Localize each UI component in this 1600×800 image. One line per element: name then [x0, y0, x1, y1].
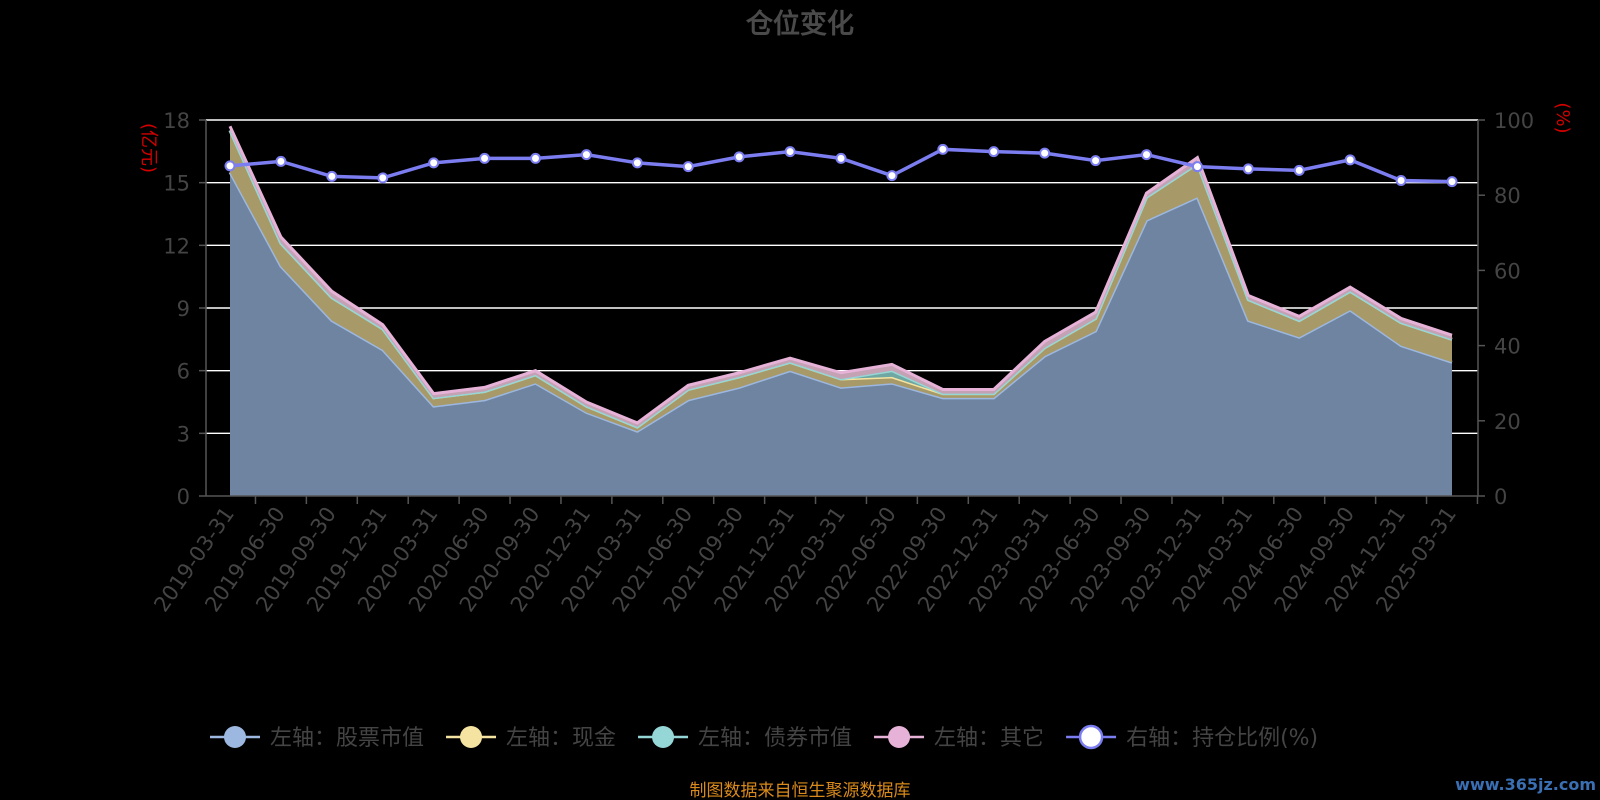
stacked-areas	[228, 125, 1453, 496]
ratio-point	[224, 160, 236, 172]
legend-label: 左轴：其它	[934, 726, 1044, 751]
ratio-point	[326, 170, 338, 182]
ratio-point	[631, 157, 643, 169]
legend-label: 左轴：现金	[506, 726, 616, 751]
x-ticks: 2019-03-312019-06-302019-09-302019-12-31…	[149, 503, 1461, 617]
left-tick-label: 0	[177, 485, 190, 509]
right-tick-label: 0	[1494, 485, 1507, 509]
right-axis-unit-label: (%)	[1552, 102, 1573, 133]
area-edge-1	[228, 171, 1453, 433]
ratio-point	[1242, 163, 1254, 175]
legend-item[interactable]: 左轴：现金	[446, 726, 616, 751]
ratio-point	[1344, 154, 1356, 166]
ratio-point	[479, 152, 491, 164]
legend-item[interactable]: 左轴：股票市值	[210, 726, 424, 751]
ratio-point	[886, 170, 898, 182]
legend-marker	[460, 726, 483, 748]
ratio-point	[1039, 147, 1051, 159]
ratio-point	[733, 151, 745, 163]
legend-label: 左轴：债券市值	[698, 726, 852, 751]
ratio-point	[530, 152, 541, 164]
ratio-point	[835, 152, 847, 164]
left-tick-label: 18	[163, 109, 190, 133]
right-tick-label: 40	[1494, 335, 1521, 359]
left-y-ticks: 0 3 6 9 12 15 18	[163, 109, 190, 509]
watermark: www.365jz.com	[1455, 775, 1596, 794]
ratio-point	[682, 161, 694, 173]
legend-marker	[888, 726, 911, 748]
legend-marker	[224, 726, 246, 748]
area-1	[230, 172, 1452, 496]
right-axis-unit: (%)	[1552, 102, 1573, 133]
right-tick-label: 20	[1494, 410, 1521, 434]
chart-title: 仓位变化	[745, 8, 854, 40]
data-source-note: 制图数据来自恒生聚源数据库	[690, 781, 911, 800]
ratio-point	[580, 149, 592, 161]
left-axis-unit-label: (亿元)	[138, 123, 159, 173]
ratio-point	[937, 143, 949, 155]
right-tick-label: 100	[1494, 109, 1534, 133]
ratio-point	[275, 155, 287, 167]
ratio-point	[784, 146, 796, 158]
left-tick-label: 12	[163, 234, 190, 258]
ratio-point	[1090, 155, 1102, 167]
legend-item[interactable]: 左轴：其它	[874, 726, 1044, 751]
left-tick-label: 15	[163, 172, 190, 196]
ratio-point	[1141, 149, 1152, 161]
ratio-point	[1446, 176, 1458, 188]
legend-label: 左轴：股票市值	[270, 726, 424, 751]
ratio-point	[428, 157, 440, 169]
ratio-point	[1293, 164, 1305, 176]
left-tick-label: 3	[177, 422, 190, 446]
left-tick-label: 9	[177, 297, 190, 321]
legend-item[interactable]: 右轴：持仓比例(%)	[1066, 724, 1318, 751]
right-y-ticks: 0 20 40 60 80 100	[1494, 109, 1534, 509]
legend-label: 右轴：持仓比例(%)	[1126, 726, 1318, 751]
left-tick-label: 6	[177, 360, 190, 384]
legend: 左轴：股票市值 左轴：现金 左轴：债券市值 左轴：其它 右轴：持仓比例(%)	[210, 724, 1318, 751]
right-tick-label: 80	[1494, 184, 1521, 208]
right-tick-label: 60	[1494, 259, 1521, 283]
area-2	[230, 130, 1452, 432]
legend-item[interactable]: 左轴：债券市值	[638, 726, 852, 751]
area-edge-4	[228, 125, 1453, 425]
ratio-point	[377, 172, 389, 184]
legend-marker	[652, 726, 675, 748]
axes	[199, 119, 1485, 504]
ratio-point	[988, 146, 1000, 158]
left-axis-unit: (亿元)	[138, 123, 159, 173]
ratio-point	[1191, 161, 1203, 173]
legend-marker	[1078, 724, 1104, 750]
position-ratio-line	[224, 143, 1458, 188]
ratio-point	[1395, 175, 1407, 187]
